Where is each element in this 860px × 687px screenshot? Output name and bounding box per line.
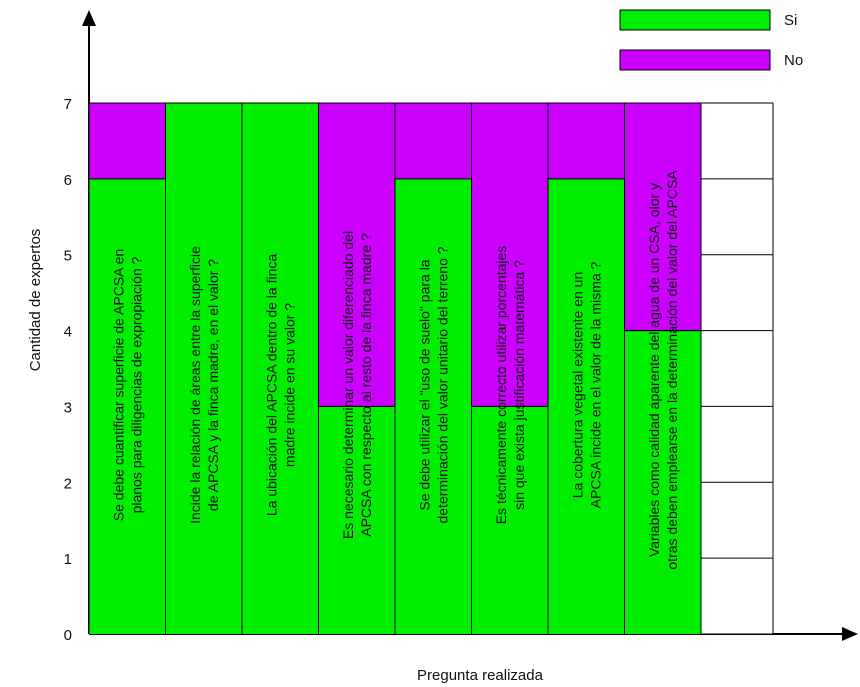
- category-label-line: otras deben emplearse en la determinació…: [664, 170, 680, 570]
- category-label-line: Variables como calidad aparente del agua…: [646, 183, 662, 557]
- category-label-text: Es técnicamente correcto utilizar porcen…: [493, 246, 527, 525]
- y-tick-label: 4: [64, 324, 72, 341]
- category-label-text: Es necesario determinar un valor diferen…: [340, 231, 374, 539]
- legend-label-no: No: [784, 52, 803, 69]
- category-label-line: Incide la relación de áreas entre la sup…: [187, 246, 203, 524]
- category-label-text: Se debe cuantificar superficie de APCSA …: [110, 249, 144, 521]
- category-label-line: sin que exista justificación matemática …: [511, 260, 527, 510]
- category-label-text: Se debe utilizar el "uso de suelo" para …: [416, 246, 450, 523]
- category-label-line: planos para diligencias de expropiación …: [128, 256, 144, 513]
- y-tick-label: 5: [64, 248, 72, 265]
- category-label-2: Incide la relación de áreas entre la sup…: [187, 246, 221, 524]
- y-tick-label: 0: [64, 627, 72, 644]
- bar-si-4: [318, 406, 395, 634]
- legend-swatch-no: [619, 49, 771, 71]
- category-label-line: APCSA incide en el valor de la misma ?: [587, 261, 603, 508]
- plot-area: Se debe cuantificar superficie de APCSA …: [88, 102, 774, 635]
- bar-si-5: [395, 178, 472, 634]
- category-label-line: APCSA con respecto al resto de la finca …: [358, 233, 374, 537]
- bar-si-8: [624, 330, 701, 634]
- category-label-text: La ubicación del APCSA dentro de la finc…: [263, 254, 297, 517]
- bar-no-1: [89, 103, 166, 179]
- category-label-text: Variables como calidad aparente del agua…: [646, 170, 680, 570]
- category-label-line: La cobertura vegetal existente en un: [569, 272, 585, 499]
- category-label-line: La ubicación del APCSA dentro de la finc…: [263, 254, 279, 517]
- bar-si-2: [165, 103, 242, 634]
- category-label-4: Es necesario determinar un valor diferen…: [340, 231, 374, 539]
- y-tick-label: 1: [64, 551, 72, 568]
- category-label-6: Es técnicamente correcto utilizar porcen…: [493, 246, 527, 525]
- x-axis-arrow: [842, 627, 858, 641]
- category-label-3: La ubicación del APCSA dentro de la finc…: [263, 254, 297, 517]
- bar-no-6: [471, 103, 548, 407]
- x-axis-label: Pregunta realizada: [417, 667, 544, 684]
- category-label-8: Variables como calidad aparente del agua…: [646, 170, 680, 570]
- bar-no-4: [318, 103, 395, 407]
- legend-swatch-si: [619, 9, 771, 31]
- category-label-line: Se debe cuantificar superficie de APCSA …: [110, 249, 126, 521]
- legend: Si No: [619, 9, 803, 71]
- category-label-line: de APCSA y la finca madre, en el valor ?: [205, 259, 221, 511]
- category-label-1: Se debe cuantificar superficie de APCSA …: [110, 249, 144, 521]
- y-tick-label: 3: [64, 399, 72, 416]
- bar-si-3: [242, 103, 319, 634]
- category-label-text: Incide la relación de áreas entre la sup…: [187, 246, 221, 524]
- y-tick-label: 2: [64, 475, 72, 492]
- bar-no-5: [395, 103, 472, 179]
- y-axis-label: Cantidad de expertos: [27, 229, 44, 372]
- bar-si-6: [471, 406, 548, 634]
- y-tick-label: 7: [64, 96, 72, 113]
- category-label-text: La cobertura vegetal existente en un APCS…: [569, 261, 603, 508]
- legend-label-si: Si: [784, 12, 797, 29]
- y-tick-label: 6: [64, 172, 72, 189]
- category-label-line: Es técnicamente correcto utilizar porcen…: [493, 246, 509, 525]
- bar-no-7: [548, 103, 625, 179]
- bar-si-1: [89, 178, 166, 634]
- y-axis-arrow: [82, 10, 96, 26]
- category-label-5: Se debe utilizar el "uso de suelo" para …: [416, 246, 450, 523]
- bar-no-8: [624, 103, 701, 331]
- category-label-line: madre incide en su valor ?: [281, 303, 297, 467]
- category-label-line: Se debe utilizar el "uso de suelo" para …: [416, 259, 432, 510]
- category-label-line: Es necesario determinar un valor diferen…: [340, 231, 356, 539]
- category-label-line: determinación del valor unitario del ter…: [434, 246, 450, 523]
- category-label-7: La cobertura vegetal existente en un APCS…: [569, 261, 603, 508]
- y-tick-labels: 0 1 2 3 4 5 6 7: [64, 96, 72, 644]
- bar-si-7: [548, 178, 625, 634]
- empty-column: [700, 102, 774, 635]
